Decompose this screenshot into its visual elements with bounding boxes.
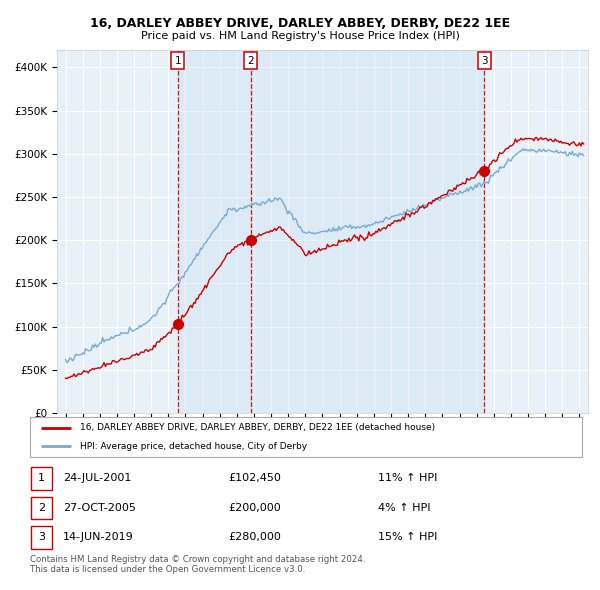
Bar [178,50,251,413]
Text: £280,000: £280,000 [228,533,281,542]
Text: 4% ↑ HPI: 4% ↑ HPI [378,503,431,513]
Text: 2: 2 [38,503,45,513]
FancyBboxPatch shape [31,467,52,490]
Text: This data is licensed under the Open Government Licence v3.0.: This data is licensed under the Open Gov… [30,565,305,574]
Text: £200,000: £200,000 [228,503,281,513]
Text: 1: 1 [175,55,181,65]
Text: 3: 3 [38,533,45,542]
Text: Contains HM Land Registry data © Crown copyright and database right 2024.: Contains HM Land Registry data © Crown c… [30,555,365,563]
FancyBboxPatch shape [30,417,582,457]
Text: HPI: Average price, detached house, City of Derby: HPI: Average price, detached house, City… [80,442,307,451]
Text: 11% ↑ HPI: 11% ↑ HPI [378,474,437,483]
Text: 16, DARLEY ABBEY DRIVE, DARLEY ABBEY, DERBY, DE22 1EE: 16, DARLEY ABBEY DRIVE, DARLEY ABBEY, DE… [90,17,510,30]
Text: 15% ↑ HPI: 15% ↑ HPI [378,533,437,542]
Text: 24-JUL-2001: 24-JUL-2001 [63,474,131,483]
Text: 14-JUN-2019: 14-JUN-2019 [63,533,134,542]
Text: 16, DARLEY ABBEY DRIVE, DARLEY ABBEY, DERBY, DE22 1EE (detached house): 16, DARLEY ABBEY DRIVE, DARLEY ABBEY, DE… [80,424,435,432]
Text: Price paid vs. HM Land Registry's House Price Index (HPI): Price paid vs. HM Land Registry's House … [140,31,460,41]
FancyBboxPatch shape [31,497,52,519]
Text: £102,450: £102,450 [228,474,281,483]
Text: 3: 3 [481,55,488,65]
Bar [251,50,484,413]
FancyBboxPatch shape [31,526,52,549]
Text: 1: 1 [38,474,45,483]
Text: 2: 2 [248,55,254,65]
Text: 27-OCT-2005: 27-OCT-2005 [63,503,136,513]
